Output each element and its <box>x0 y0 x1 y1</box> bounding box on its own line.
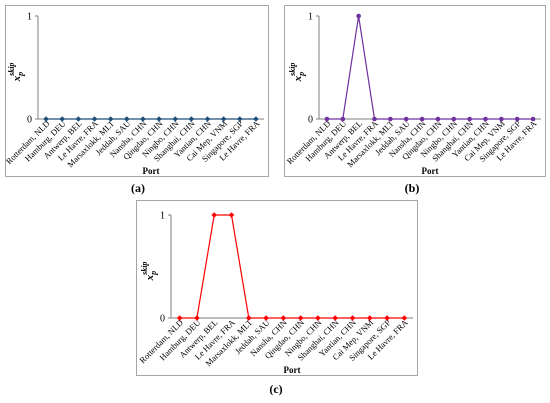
data-point <box>211 212 218 218</box>
data-point <box>280 315 287 321</box>
data-point <box>451 116 457 122</box>
y-axis-label: xpskip <box>288 63 306 83</box>
chart-panel-a: 0 1 xpskip Rotterdam, NLD Hamburg, DEU Antwer… <box>5 5 269 177</box>
data-point <box>220 116 227 122</box>
data-point <box>91 116 98 122</box>
y-axis-label-superscript: skip <box>140 262 149 276</box>
data-point <box>340 116 346 122</box>
data-point <box>59 116 66 122</box>
data-point <box>297 315 304 321</box>
data-point <box>228 212 235 218</box>
panel-caption-b: (b) <box>404 181 420 195</box>
data-point <box>349 315 356 321</box>
data-point <box>356 13 361 19</box>
series-line <box>179 214 405 319</box>
y-axis-label-subscript: p <box>149 271 158 276</box>
data-point <box>107 116 114 122</box>
y-tick-label: 1 <box>160 211 165 222</box>
data-point <box>156 116 162 122</box>
data-point <box>467 116 472 122</box>
chart-panel-c: 0 1 xpskip Rotterdam, NLD Hamburg, DEU Antwer… <box>136 200 418 376</box>
data-point <box>372 116 377 122</box>
y-axis-label-base: x <box>144 274 156 281</box>
data-point <box>75 116 82 122</box>
data-point <box>388 116 393 122</box>
y-axis-label-superscript: skip <box>288 63 297 77</box>
series-line <box>326 15 534 120</box>
y-tick-label: 1 <box>308 12 313 23</box>
data-point <box>366 315 373 321</box>
data-point <box>123 116 130 122</box>
data-point <box>140 116 146 122</box>
panel-caption-a: (a) <box>131 181 145 195</box>
chart-panel-b: 0 1 xpskip Rotterdam, NLD Hamburg, DEU Antwer… <box>284 5 546 177</box>
data-point <box>332 315 339 321</box>
data-point <box>236 116 243 122</box>
y-tick-label: 0 <box>308 115 313 126</box>
data-point <box>419 116 425 122</box>
data-point <box>483 116 488 122</box>
data-point <box>176 315 183 321</box>
data-point <box>315 315 321 321</box>
data-point <box>253 116 259 122</box>
data-point <box>499 116 504 122</box>
data-point <box>403 116 409 122</box>
y-axis-label-base: x <box>11 75 23 82</box>
y-axis-label: xpskip <box>7 63 25 83</box>
y-tick-label: 0 <box>160 314 165 325</box>
x-axis-label: Port <box>143 166 160 176</box>
data-point <box>188 116 195 122</box>
y-tick-label: 0 <box>27 115 32 126</box>
y-axis-label-base: x <box>292 75 304 82</box>
y-axis-label-subscript: p <box>297 72 306 77</box>
data-point <box>401 315 408 321</box>
x-axis-label: Port <box>422 166 439 176</box>
data-point <box>435 116 441 122</box>
data-point <box>172 116 179 122</box>
data-point <box>384 315 390 321</box>
data-point <box>530 116 536 122</box>
panel-caption-c: (c) <box>269 382 283 396</box>
y-axis-label: xpskip <box>140 262 158 282</box>
data-point <box>43 116 49 122</box>
data-point <box>324 116 330 122</box>
y-tick-label: 1 <box>27 12 32 23</box>
x-axis-label: Port <box>284 365 301 375</box>
data-point <box>204 116 211 122</box>
data-point <box>514 116 520 122</box>
y-axis-label-superscript: skip <box>7 63 16 77</box>
y-axis-label-subscript: p <box>16 72 25 77</box>
